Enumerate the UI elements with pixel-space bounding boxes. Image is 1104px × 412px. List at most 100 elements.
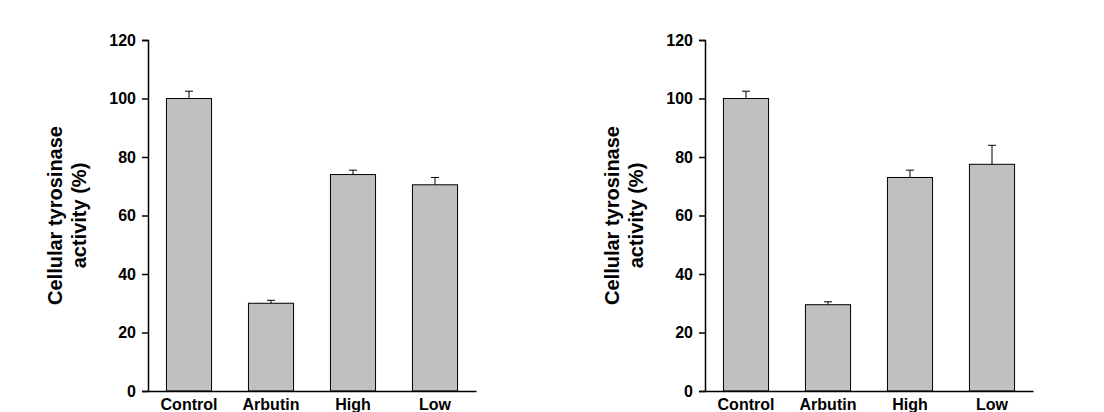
x-tick: Arbutin [800, 391, 857, 412]
x-tick: Arbutin [243, 391, 300, 412]
y-tick: 100 [666, 90, 705, 107]
y-tick-label: 100 [666, 90, 693, 107]
y-tick-mark [142, 98, 148, 100]
y-tick-label: 60 [118, 207, 136, 224]
error-bar [267, 300, 275, 303]
y-tick-mark [699, 332, 705, 334]
y-tick-mark [142, 215, 148, 217]
y-axis-line [699, 41, 706, 392]
y-axis-line [142, 41, 149, 392]
error-bar [185, 91, 193, 98]
error-bar [824, 302, 832, 305]
y-axis: 0 20 40 60 80 100 120 [666, 32, 705, 400]
y-tick-mark [699, 40, 705, 42]
y-axis-title: Cellular tyrosinase [44, 126, 66, 305]
error-stem [189, 91, 190, 98]
y-tick-mark [142, 274, 148, 276]
error-cap [988, 145, 996, 146]
x-axis: Control Arbutin High Low [149, 391, 477, 412]
y-axis: 0 20 40 60 80 100 120 [109, 32, 148, 400]
y-axis-title: Cellular tyrosinase [601, 126, 623, 305]
error-cap [824, 301, 832, 302]
y-tick: 100 [109, 90, 148, 107]
x-tick-label: Low [419, 396, 452, 412]
chart: 0 20 40 60 80 100 120 Control Arbutin High Low Cell… [44, 32, 477, 412]
x-tick-label: Arbutin [243, 396, 300, 412]
y-tick-mark [699, 274, 705, 276]
y-tick: 0 [127, 383, 148, 400]
y-tick: 40 [675, 266, 705, 283]
x-tick: High [892, 391, 928, 412]
x-axis-line [149, 391, 477, 393]
y-tick: 20 [118, 324, 148, 341]
figure: 0 20 40 60 80 100 120 Control Arbutin High Low Cell… [0, 0, 1104, 412]
x-tick: Control [161, 391, 218, 412]
y-tick-mark [142, 40, 148, 42]
x-tick-label: Control [718, 396, 775, 412]
x-tick-label: Low [976, 396, 1009, 412]
bar [248, 303, 293, 391]
y-tick-label: 80 [675, 149, 693, 166]
x-tick-label: High [335, 396, 371, 412]
bar [330, 175, 375, 391]
bar [805, 305, 850, 391]
y-tick: 120 [666, 32, 705, 49]
y-tick-label: 80 [118, 149, 136, 166]
x-axis-line [706, 391, 1034, 393]
x-tick: Low [976, 391, 1009, 412]
y-tick-mark [142, 332, 148, 334]
bar [166, 99, 211, 392]
x-tick: Control [718, 391, 775, 412]
y-tick-mark [699, 157, 705, 159]
bar [887, 177, 932, 391]
y-tick-label: 0 [684, 383, 693, 400]
y-tick: 40 [118, 266, 148, 283]
y-tick-mark [142, 391, 148, 393]
y-tick: 20 [675, 324, 705, 341]
y-tick-label: 100 [109, 90, 136, 107]
error-cap [431, 177, 439, 178]
error-cap [185, 91, 193, 92]
x-tick-label: High [892, 396, 928, 412]
bar [723, 99, 768, 392]
y-tick: 60 [675, 207, 705, 224]
y-tick: 60 [118, 207, 148, 224]
y-tick-mark [699, 391, 705, 393]
error-bar [742, 91, 750, 98]
y-tick: 120 [109, 32, 148, 49]
y-tick: 80 [675, 149, 705, 166]
error-stem [435, 177, 436, 184]
error-cap [267, 300, 275, 301]
error-bar [349, 170, 357, 174]
y-tick-label: 0 [127, 383, 136, 400]
x-tick: High [335, 391, 371, 412]
x-axis: Control Arbutin High Low [706, 391, 1034, 412]
y-axis-title: activity (%) [625, 163, 647, 269]
error-bar [431, 177, 439, 184]
chart: 0 20 40 60 80 100 120 Control Arbutin High Low Cell… [601, 32, 1034, 412]
y-tick-mark [699, 98, 705, 100]
y-tick: 0 [684, 383, 705, 400]
plot-area [166, 91, 457, 391]
bar [969, 164, 1014, 391]
error-cap [906, 170, 914, 171]
error-stem [910, 170, 911, 177]
y-tick-mark [699, 215, 705, 217]
y-tick-label: 40 [118, 266, 136, 283]
error-cap [742, 91, 750, 92]
x-tick-label: Arbutin [800, 396, 857, 412]
error-stem [353, 170, 354, 174]
y-tick-label: 20 [675, 324, 693, 341]
x-tick-label: Control [161, 396, 218, 412]
y-axis-title: activity (%) [68, 163, 90, 269]
y-tick-label: 120 [666, 32, 693, 49]
x-tick: Low [419, 391, 452, 412]
y-tick-mark [142, 157, 148, 159]
plot-area [723, 91, 1014, 391]
error-stem [746, 91, 747, 98]
error-bar [988, 145, 996, 164]
bar [412, 185, 457, 391]
y-tick-label: 60 [675, 207, 693, 224]
error-bar [906, 170, 914, 177]
error-cap [349, 170, 357, 171]
